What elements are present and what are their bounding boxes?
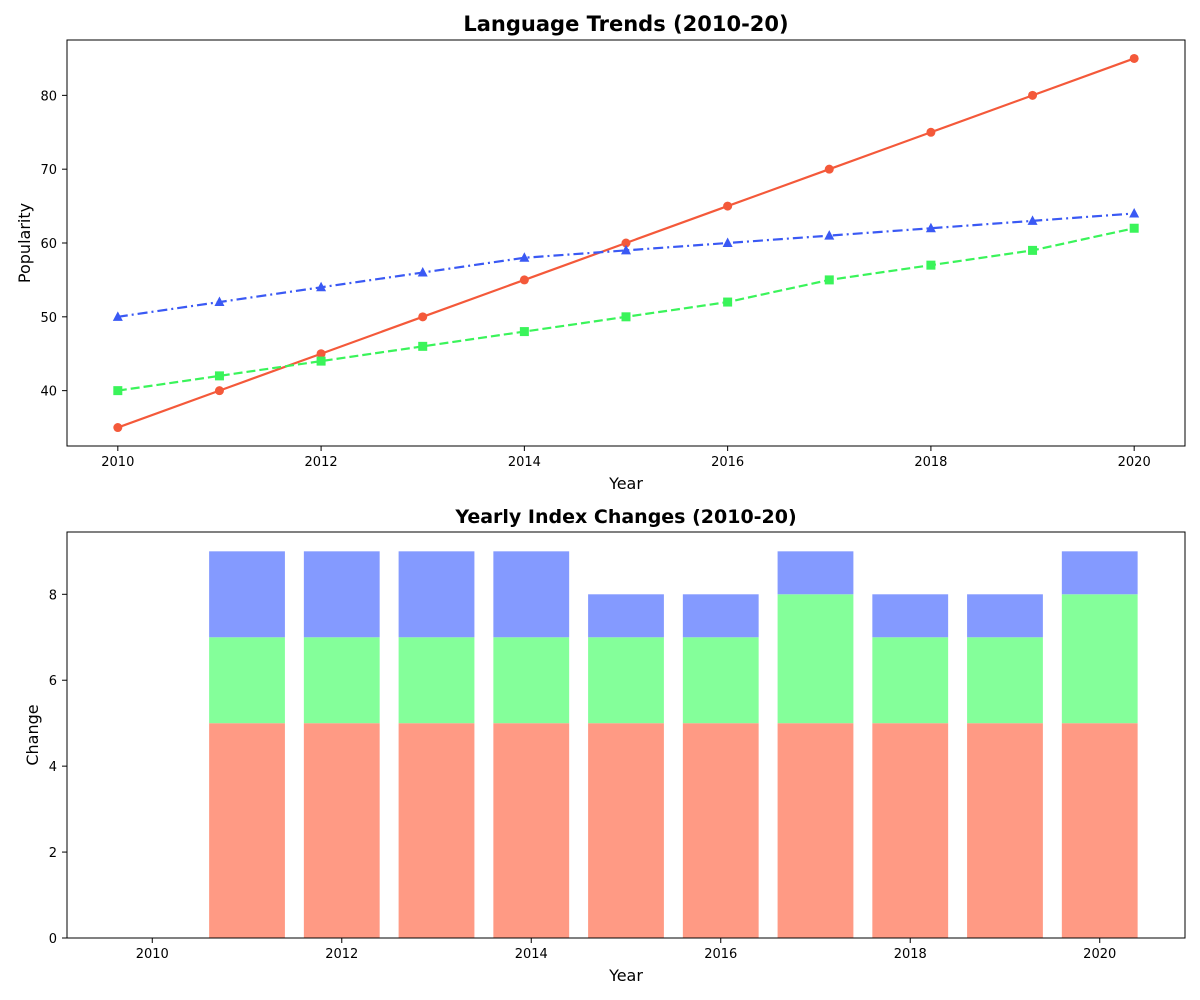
bar-segment	[588, 637, 664, 724]
data-point	[621, 312, 631, 322]
bar-segment	[1061, 594, 1138, 724]
x-axis-label: Year	[608, 474, 643, 493]
data-point	[824, 230, 835, 240]
bar-segment	[303, 551, 380, 638]
x-tick-label: 2010	[101, 455, 134, 470]
data-point	[214, 296, 225, 307]
data-point	[316, 356, 326, 366]
bar-segment	[493, 723, 570, 938]
data-point	[214, 371, 224, 381]
x-tick-label: 2012	[305, 455, 338, 470]
y-tick-label: 0	[49, 932, 57, 947]
x-tick-label: 2018	[894, 947, 927, 962]
bar-segment	[1061, 551, 1138, 595]
data-point	[112, 311, 123, 321]
y-tick-label: 70	[40, 163, 57, 178]
bar-segment	[398, 723, 475, 938]
bar-segment	[967, 637, 1043, 724]
bar-segment	[588, 594, 664, 638]
bar-segment	[777, 551, 854, 595]
chart-title: Yearly Index Changes (2010-20)	[454, 506, 796, 528]
bar-segment	[967, 723, 1043, 938]
plot-area: 2010 2012 2014 2016 2018 2020 0 2 4 6 8	[49, 551, 1138, 962]
bar-segment	[682, 723, 759, 938]
x-tick-label: 2020	[1083, 947, 1116, 962]
data-point	[1028, 90, 1038, 100]
data-point	[824, 275, 834, 285]
data-point	[621, 238, 631, 248]
data-point	[925, 222, 936, 233]
plot-area: 2010 2012 2014 2016 2018 2020 40 50 60 70 80	[40, 53, 1151, 470]
y-tick-label: 2	[49, 846, 57, 861]
bar-segment	[398, 551, 475, 638]
bar-segment	[777, 723, 854, 938]
bar-segment	[682, 594, 759, 638]
data-point	[316, 281, 327, 292]
y-tick-label: 4	[49, 760, 57, 775]
data-point	[1129, 223, 1139, 233]
stacked-bar-chart: Yearly Index Changes (2010-20) Year Chan…	[23, 506, 1186, 985]
data-point	[418, 341, 428, 351]
bar-segment	[588, 723, 664, 938]
y-tick-label: 8	[49, 588, 57, 603]
data-point	[926, 260, 936, 270]
bar-segment	[209, 551, 285, 638]
data-point	[214, 386, 224, 396]
bar-segment	[209, 723, 285, 938]
data-point	[723, 297, 733, 307]
y-tick-label: 6	[49, 674, 57, 689]
data-point	[519, 275, 529, 285]
bar-segment	[303, 637, 380, 724]
bar-segment	[967, 594, 1043, 638]
data-point	[113, 423, 123, 433]
bar-segment	[777, 594, 854, 724]
data-point	[722, 237, 733, 247]
data-point	[418, 312, 428, 322]
x-axis-label: Year	[608, 966, 643, 985]
y-axis-label: Change	[23, 704, 42, 765]
bar-segment	[872, 723, 949, 938]
data-point	[417, 267, 428, 277]
x-tick-label: 2012	[325, 947, 358, 962]
data-point	[1028, 245, 1038, 255]
bar-segment	[1061, 723, 1138, 938]
data-point	[519, 327, 529, 337]
data-point	[824, 164, 834, 174]
data-point	[621, 244, 631, 255]
bar-segment	[303, 723, 380, 938]
y-tick-label: 60	[40, 237, 57, 252]
x-tick-label: 2010	[136, 947, 169, 962]
bar-segment	[493, 637, 570, 724]
y-tick-label: 80	[40, 89, 57, 104]
chart-title: Language Trends (2010-20)	[463, 12, 788, 36]
bar-segment	[872, 594, 949, 638]
y-axis-label: Popularity	[15, 203, 34, 283]
bar-segment	[493, 551, 570, 638]
y-tick-label: 50	[40, 311, 57, 326]
bar-segment	[872, 637, 949, 724]
x-tick-label: 2020	[1118, 455, 1151, 470]
data-point	[316, 349, 326, 359]
x-tick-label: 2014	[508, 455, 541, 470]
x-tick-label: 2016	[704, 947, 737, 962]
x-tick-label: 2016	[711, 455, 744, 470]
data-point	[1129, 207, 1140, 218]
axes-frame	[66, 531, 1186, 939]
data-point	[519, 252, 530, 262]
data-point	[926, 127, 936, 137]
bar-segment	[398, 637, 475, 724]
x-tick-label: 2014	[515, 947, 548, 962]
data-point	[723, 201, 733, 211]
bar-segment	[209, 637, 285, 724]
data-point	[113, 386, 123, 396]
x-tick-label: 2018	[914, 455, 947, 470]
data-point	[1027, 215, 1038, 225]
y-tick-label: 40	[40, 385, 57, 400]
axes-frame	[66, 39, 1186, 447]
data-point	[1129, 53, 1139, 63]
line-chart: Language Trends (2010-20) Year Popularit…	[15, 12, 1186, 493]
bar-segment	[682, 637, 759, 724]
